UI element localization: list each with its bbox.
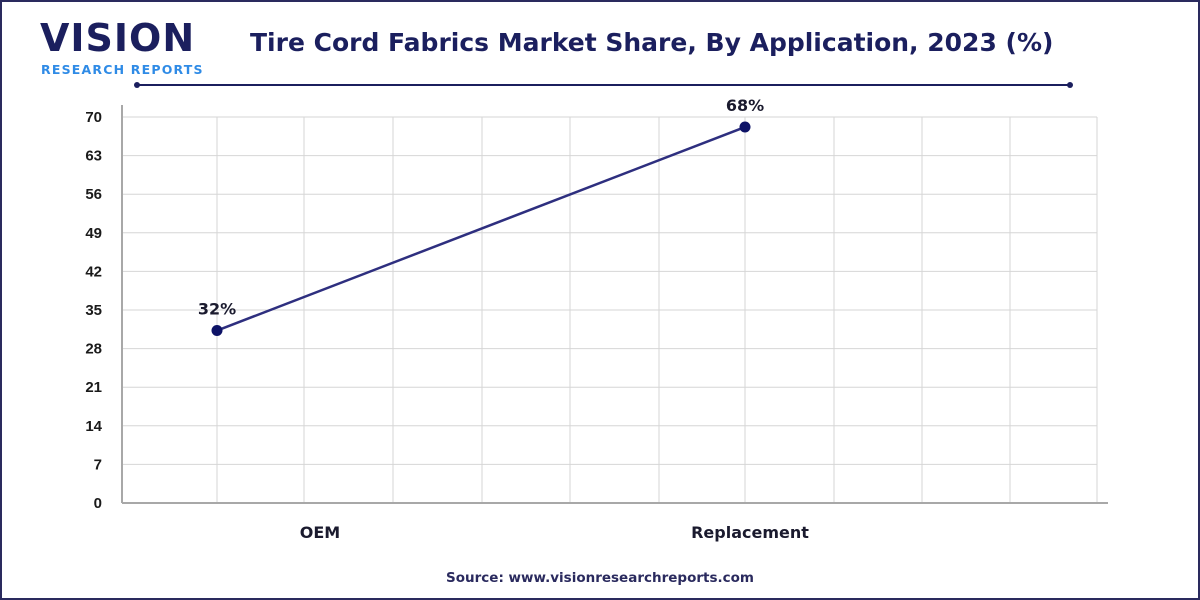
x-category-label: OEM <box>300 523 340 542</box>
logo-wordmark: VISION <box>40 16 196 60</box>
title-divider <box>137 84 1071 86</box>
data-label: 68% <box>726 96 764 115</box>
y-tick-label: 63 <box>85 148 102 165</box>
y-tick-label: 35 <box>85 302 102 319</box>
vision-logo: VISION RESEARCH REPORTS <box>40 12 203 82</box>
data-series: 32% 68% <box>198 96 764 337</box>
y-tick-label: 0 <box>94 495 102 512</box>
data-point-marker <box>211 325 223 337</box>
y-axis: 0 7 14 21 28 35 42 49 56 63 70 <box>85 105 123 512</box>
source-note: Source: www.visionresearchreports.com <box>446 570 754 586</box>
y-tick-label: 49 <box>85 225 102 242</box>
divider-dot-left <box>134 82 140 88</box>
y-tick-label: 21 <box>85 379 102 396</box>
grid-lines <box>122 116 1098 503</box>
x-category-label: Replacement <box>691 523 809 542</box>
y-tick-label: 28 <box>85 341 102 358</box>
chart-title: Tire Cord Fabrics Market Share, By Appli… <box>250 28 1054 57</box>
y-tick-label: 7 <box>94 456 102 473</box>
divider-dot-right <box>1067 82 1073 88</box>
x-axis: OEM Replacement <box>122 502 1108 542</box>
y-tick-label: 42 <box>85 263 102 280</box>
y-tick-label: 56 <box>85 186 102 203</box>
series-line <box>216 125 746 332</box>
logo-subtitle: RESEARCH REPORTS <box>41 62 204 77</box>
data-point-marker <box>739 121 751 133</box>
y-tick-label: 70 <box>85 109 102 126</box>
y-tick-label: 14 <box>85 418 102 435</box>
data-label: 32% <box>198 300 236 319</box>
